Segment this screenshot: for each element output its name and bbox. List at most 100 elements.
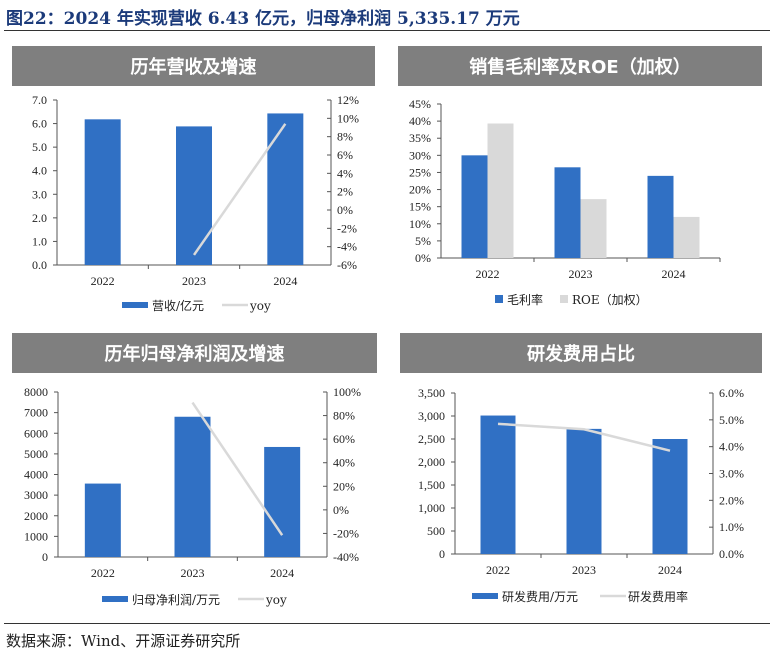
- chart2-y2-tick-label: 100%: [333, 385, 361, 399]
- chart1-y-tick-label: 20%: [409, 183, 431, 197]
- chart3-legend-label: 研发费用率: [628, 589, 688, 604]
- chart3-y-tick-label: 2,000: [418, 455, 445, 469]
- chart2-y2-tick-label: 0%: [333, 503, 349, 517]
- chart3-x-tick-label: 2023: [572, 563, 596, 577]
- chart3-y-tick-label: 500: [427, 524, 445, 538]
- panel-header-margin-roe: 销售毛利率及ROE（加权）: [398, 46, 762, 86]
- chart1-bar-ROE-2024: [673, 216, 700, 258]
- source-note: 数据来源：Wind、开源证券研究所: [6, 632, 241, 650]
- chart1-bar--2022: [461, 155, 488, 258]
- chart3-y2-tick-label: 0.0%: [719, 547, 744, 561]
- chart1-bar-ROE-2022: [487, 123, 514, 258]
- chart0-y-tick-label: 5.0: [32, 140, 47, 154]
- chart1-y-tick-label: 35%: [409, 131, 431, 145]
- chart0-y2-tick-label: 4%: [337, 166, 353, 180]
- chart2-y2-tick-label: 40%: [333, 456, 355, 470]
- chart1-legend-label: 毛利率: [507, 292, 543, 307]
- chart3-x-tick-label: 2022: [486, 563, 510, 577]
- chart1-y-tick-label: 40%: [409, 114, 431, 128]
- chart0-y2-tick-label: 0%: [337, 203, 353, 217]
- chart2-y2-tick-label: 80%: [333, 409, 355, 423]
- chart3-bar--2023: [566, 428, 602, 554]
- chart1-bar-ROE-2023: [580, 199, 607, 258]
- chart2-y-tick-label: 8000: [24, 385, 48, 399]
- chart1-y-tick-label: 10%: [409, 217, 431, 231]
- chart3-y-tick-label: 3,500: [418, 386, 445, 400]
- chart2-y-tick-label: 1000: [24, 529, 48, 543]
- chart3-y2-tick-label: 2.0%: [719, 493, 744, 507]
- chart2-legend-label: 归母净利润/万元: [132, 593, 220, 607]
- chart1-y-tick-label: 5%: [415, 234, 431, 248]
- chart0-bar--2023: [176, 126, 212, 266]
- chart0-y-tick-label: 4.0: [32, 164, 47, 178]
- chart0-y-tick-label: 2.0: [32, 211, 47, 225]
- chart2-legend-swatch: [102, 596, 128, 602]
- chart0-y-tick-label: 7.0: [32, 93, 47, 107]
- panel-header-rd: 研发费用占比: [400, 333, 762, 373]
- page-title: 图22：2024 年实现营收 6.43 亿元，归母净利润 5,335.17 万元: [6, 9, 520, 29]
- chart0-x-tick-label: 2023: [182, 274, 206, 288]
- chart3-y-tick-label: 2,500: [418, 432, 445, 446]
- chart0-y-tick-label: 1.0: [32, 234, 47, 248]
- chart2-x-tick-label: 2024: [270, 566, 294, 580]
- chart3-y-tick-label: 0: [439, 547, 445, 561]
- chart3-y-tick-label: 1,500: [418, 478, 445, 492]
- chart0-y2-tick-label: -6%: [337, 258, 357, 272]
- chart0-y-tick-label: 0.0: [32, 258, 47, 272]
- chart0-legend-label: 营收/亿元: [152, 298, 204, 313]
- panel-header-revenue: 历年营收及增速: [12, 46, 375, 86]
- chart0-y2-tick-label: 2%: [337, 185, 353, 199]
- chart1-legend-label: ROE（加权）: [572, 293, 648, 307]
- chart2-y-tick-label: 6000: [24, 426, 48, 440]
- chart2-y-tick-label: 7000: [24, 406, 48, 420]
- chart2-y-tick-label: 2000: [24, 509, 48, 523]
- chart0-y2-tick-label: 10%: [337, 111, 359, 125]
- chart3-y-tick-label: 1,000: [418, 501, 445, 515]
- chart2-y-tick-label: 3000: [24, 488, 48, 502]
- chart3-y-tick-label: 3,000: [418, 409, 445, 423]
- chart3-y2-tick-label: 6.0%: [719, 386, 744, 400]
- chart2-line-series: [191, 401, 284, 536]
- chart2-y2-tick-label: 60%: [333, 432, 355, 446]
- chart3-legend-label: 研发费用/万元: [502, 589, 578, 604]
- chart2-x-tick-label: 2022: [91, 566, 115, 580]
- chart0-x-tick-label: 2024: [273, 274, 297, 288]
- chart2-y2-tick-label: -40%: [333, 550, 359, 564]
- chart1-bar--2024: [647, 175, 674, 258]
- chart1-legend-swatch: [560, 295, 568, 303]
- chart3-bar--2022: [480, 415, 516, 554]
- chart1-legend-swatch: [495, 295, 503, 303]
- chart2-y2-tick-label: -20%: [333, 526, 359, 540]
- chart2-bar--2024: [264, 446, 301, 557]
- source-divider: [4, 623, 770, 624]
- chart3-legend-swatch: [472, 593, 498, 599]
- chart0-line-series: [192, 123, 287, 256]
- chart0-bar--2022: [84, 119, 121, 265]
- chart3-y2-tick-label: 4.0%: [719, 440, 744, 454]
- chart2-bar--2022: [84, 483, 121, 557]
- chart2-y-tick-label: 5000: [24, 447, 48, 461]
- chart0-y-tick-label: 6.0: [32, 117, 47, 131]
- chart1-x-tick-label: 2022: [476, 267, 500, 281]
- chart1-y-tick-label: 0%: [415, 251, 431, 265]
- chart2-y-tick-label: 4000: [24, 468, 48, 482]
- chart1-bar--2023: [554, 167, 581, 258]
- chart3-y2-tick-label: 3.0%: [719, 467, 744, 481]
- chart2-legend-label: yoy: [265, 593, 287, 607]
- panel-header-net-profit: 历年归母净利润及增速: [12, 333, 377, 373]
- chart3-y2-tick-label: 5.0%: [719, 413, 744, 427]
- chart1-y-tick-label: 15%: [409, 200, 431, 214]
- chart0-bar--2024: [267, 113, 304, 265]
- title-divider: [4, 30, 770, 31]
- chart0-y2-tick-label: 6%: [337, 148, 353, 162]
- chart0-x-tick-label: 2022: [91, 274, 115, 288]
- chart1-y-tick-label: 25%: [409, 165, 431, 179]
- chart2-y-tick-label: 0: [42, 550, 48, 564]
- chart0-legend-swatch: [122, 302, 148, 308]
- chart0-y2-tick-label: -4%: [337, 240, 357, 254]
- chart1-x-tick-label: 2024: [662, 267, 686, 281]
- chart1-y-tick-label: 30%: [409, 148, 431, 162]
- chart0-y2-tick-label: 12%: [337, 93, 359, 107]
- chart1-x-tick-label: 2023: [569, 267, 593, 281]
